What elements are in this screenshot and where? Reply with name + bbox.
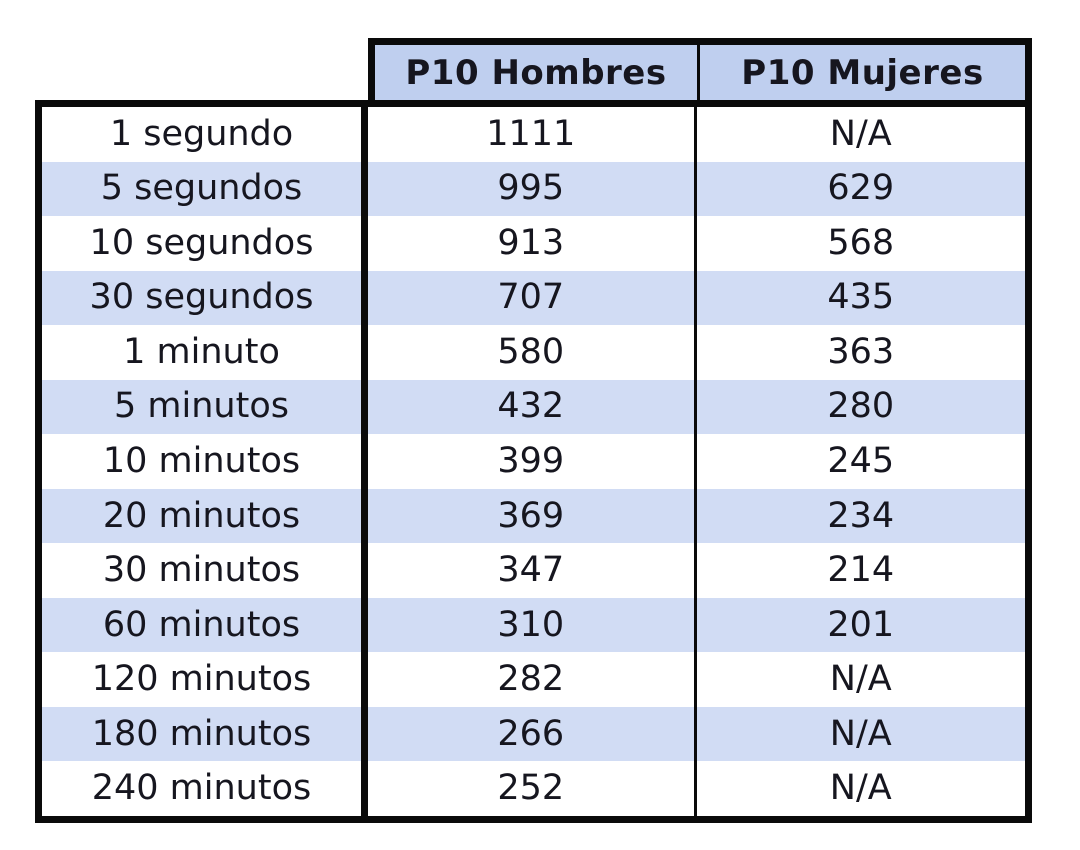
hombres-value: 399 [368,434,697,489]
hombres-value: 1111 [368,107,697,162]
row-label: 30 segundos [42,270,361,326]
row-label: 60 minutos [42,597,361,653]
mujeres-value: N/A [829,113,892,154]
hombres-value: 995 [368,161,697,217]
values-grid: 1111 N/A 995 629 913 568 707 435 580 363 432 280 399… [368,100,1032,823]
hombres-value: 347 [368,543,697,598]
mujeres-value: 629 [696,161,1025,217]
mujeres-value: 568 [827,222,895,263]
hombres-value: 310 [368,597,697,653]
mujeres-value: N/A [829,659,892,700]
header-p10-mujeres: P10 Mujeres [741,52,984,93]
row-label: 30 minutos [102,550,301,591]
hombres-value: 580 [368,325,697,380]
mujeres-value: 280 [696,379,1025,435]
table-header: P10 Hombres P10 Mujeres [368,38,1032,100]
hombres-value: 432 [368,379,697,435]
row-label: 10 minutos [102,440,301,481]
mujeres-value: 363 [827,331,895,372]
mujeres-value: N/A [829,768,892,809]
hombres-value: 266 [368,706,697,762]
row-label: 10 segundos [89,222,314,263]
hombres-value: 282 [368,652,697,707]
row-label: 1 segundo [109,113,294,154]
mujeres-value: 435 [696,270,1025,326]
row-label: 240 minutos [91,768,312,809]
hombres-value: 913 [368,216,697,271]
hombres-value: 707 [368,270,697,326]
mujeres-value: N/A [696,706,1025,762]
row-label: 180 minutos [42,706,361,762]
hombres-value: 369 [368,488,697,544]
header-p10-hombres: P10 Hombres [375,45,700,100]
row-label: 5 segundos [42,161,361,217]
row-label: 120 minutos [91,659,312,700]
mujeres-value: 245 [827,440,895,481]
row-label: 5 minutos [42,379,361,435]
hombres-value: 252 [368,761,697,816]
row-label: 1 minuto [123,331,280,372]
label-column: 1 segundo 5 segundos 10 segundos 30 segundo… [35,100,368,823]
mujeres-value: 234 [696,488,1025,544]
mujeres-value: 214 [827,550,895,591]
row-label: 20 minutos [42,488,361,544]
mujeres-value: 201 [696,597,1025,653]
